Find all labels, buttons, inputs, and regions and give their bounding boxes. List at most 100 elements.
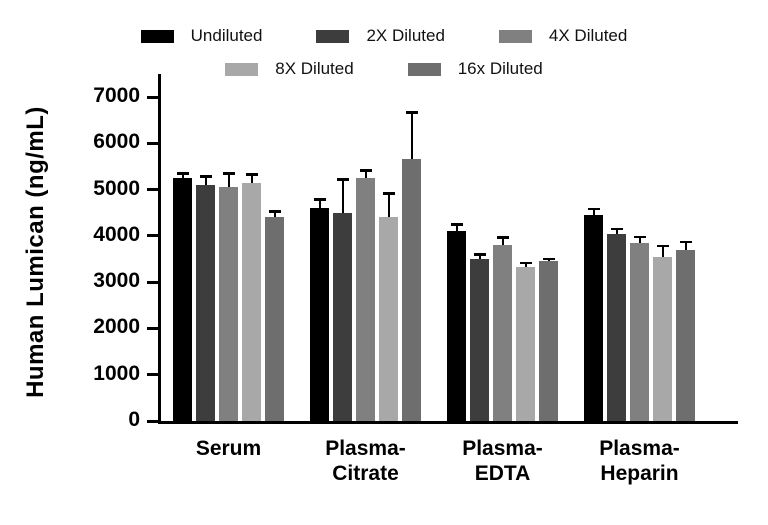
bar <box>242 182 261 421</box>
y-tick-label: 3000 <box>93 269 140 293</box>
error-bar-cap <box>679 240 692 244</box>
error-bar-line <box>524 263 527 268</box>
x-category-label: Plasma- Citrate <box>325 437 406 486</box>
y-tick <box>147 188 158 192</box>
legend-label: 16x Diluted <box>457 59 543 78</box>
error-bar-line <box>387 194 390 218</box>
legend-row: 8X Diluted 16x Diluted <box>225 59 543 79</box>
error-bar-cap <box>587 207 600 211</box>
bar <box>630 242 649 421</box>
legend-label: 8X Diluted <box>275 59 354 78</box>
y-tick-label: 5000 <box>93 176 140 200</box>
legend-item: 8X Diluted <box>225 59 354 79</box>
error-bar-line <box>204 177 207 185</box>
y-axis-title: Human Lumican (ng/mL) <box>22 106 49 398</box>
error-bar-line <box>341 180 344 213</box>
bar <box>676 249 695 421</box>
error-bar-line <box>250 175 253 183</box>
error-bar-cap <box>313 198 326 201</box>
error-bar-cap <box>496 236 509 239</box>
legend-label: Undiluted <box>190 26 263 45</box>
error-bar-line <box>547 259 550 262</box>
error-bar-line <box>638 237 641 243</box>
x-category-label: Plasma- EDTA <box>462 437 543 486</box>
y-tick <box>147 373 158 377</box>
error-bar-cap <box>519 261 532 265</box>
error-bar-cap <box>656 244 669 247</box>
error-bar-line <box>478 255 481 259</box>
error-bar-cap <box>633 235 646 239</box>
error-bar-line <box>684 242 687 250</box>
legend-swatch <box>225 62 259 76</box>
bar <box>470 259 489 421</box>
error-bar-cap <box>245 173 258 176</box>
bar <box>516 267 535 421</box>
bar <box>333 212 352 421</box>
bar <box>653 256 672 421</box>
legend-row: Undiluted 2X Diluted 4X Diluted <box>140 26 628 46</box>
legend-item: 4X Diluted <box>498 26 628 46</box>
y-tick <box>147 141 158 145</box>
bar <box>493 245 512 421</box>
bar <box>356 178 375 421</box>
error-bar-cap <box>359 169 372 172</box>
y-tick <box>147 326 158 330</box>
x-category-label: Plasma- Heparin <box>599 437 680 486</box>
y-tick-label: 2000 <box>93 315 140 339</box>
legend-item: 2X Diluted <box>316 26 445 46</box>
error-bar-cap <box>450 223 463 226</box>
error-bar-line <box>273 212 276 218</box>
legend-swatch <box>140 29 174 43</box>
legend-swatch <box>316 29 350 43</box>
y-tick-label: 7000 <box>93 84 140 107</box>
y-tick-label: 6000 <box>93 130 140 154</box>
error-bar-cap <box>176 172 189 175</box>
bar <box>310 208 329 421</box>
bar <box>402 159 421 421</box>
y-tick-label: 4000 <box>93 222 140 246</box>
bar <box>219 187 238 421</box>
y-tick <box>147 234 158 238</box>
error-bar-line <box>661 246 664 257</box>
legend-swatch <box>407 62 441 76</box>
error-bar-line <box>592 209 595 215</box>
bar <box>379 217 398 421</box>
error-bar-cap <box>336 178 349 181</box>
bar <box>265 217 284 421</box>
error-bar-line <box>410 113 413 160</box>
error-bar-line <box>318 200 321 209</box>
bar <box>539 261 558 421</box>
error-bar-cap <box>382 192 395 195</box>
error-bar-cap <box>610 227 623 231</box>
chart-legend: Undiluted 2X Diluted 4X Diluted 8X Diluted 1… <box>0 26 768 79</box>
y-tick <box>147 419 158 423</box>
y-tick-label: 1000 <box>93 361 140 385</box>
legend-item: 16x Diluted <box>407 59 543 79</box>
error-bar-cap <box>405 111 418 114</box>
error-bar-line <box>615 229 618 234</box>
error-bar-line <box>501 238 504 246</box>
legend-label: 4X Diluted <box>548 26 628 45</box>
error-bar-line <box>364 171 367 178</box>
bar <box>584 215 603 421</box>
y-tick <box>147 95 158 99</box>
y-tick <box>147 280 158 284</box>
error-bar-cap <box>222 172 235 175</box>
legend-swatch <box>498 29 532 43</box>
error-bar-line <box>227 174 230 188</box>
error-bar-cap <box>473 253 486 256</box>
bar <box>196 184 215 421</box>
error-bar-line <box>181 174 184 178</box>
bar <box>447 231 466 421</box>
y-axis-line <box>158 74 161 424</box>
x-category-label: Serum <box>195 437 262 460</box>
bar <box>173 178 192 421</box>
x-axis-line <box>158 421 738 424</box>
y-tick-label: 0 <box>128 408 140 431</box>
error-bar-cap <box>542 257 555 261</box>
error-bar-cap <box>199 175 212 178</box>
legend-label: 2X Diluted <box>366 26 445 45</box>
legend-item: Undiluted <box>140 26 263 46</box>
error-bar-line <box>455 225 458 232</box>
